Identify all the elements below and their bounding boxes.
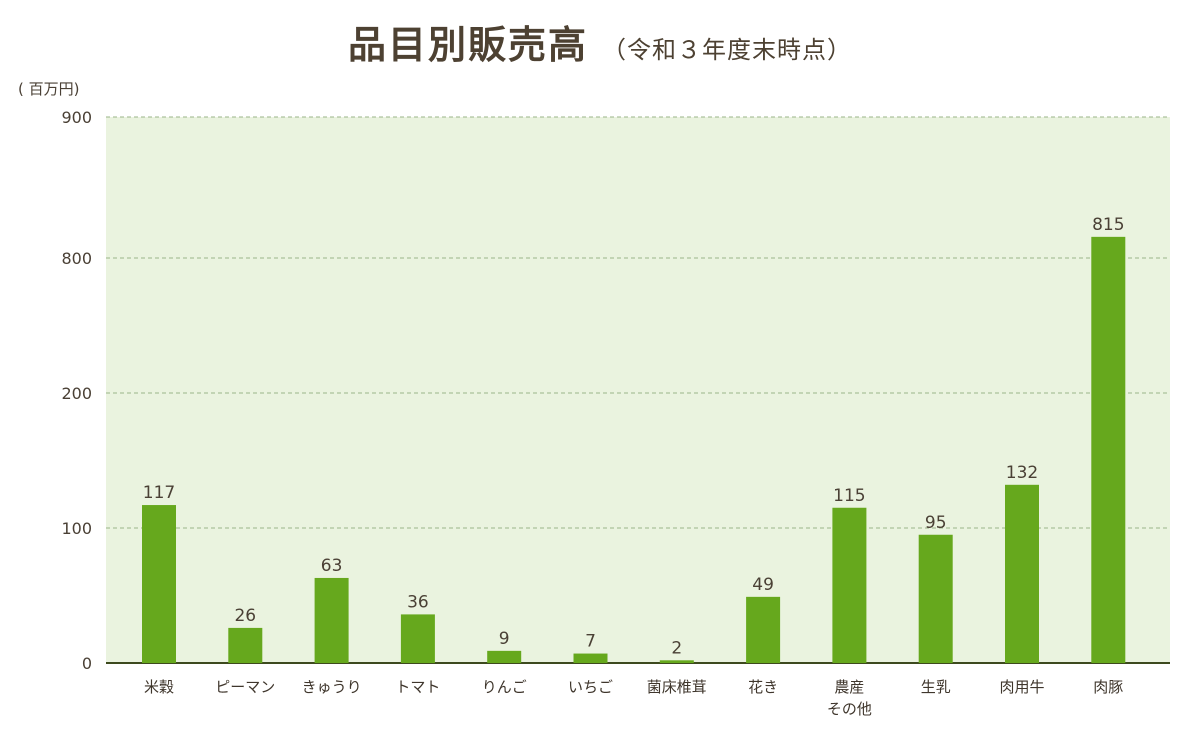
x-tick-label: 生乳 [921, 678, 951, 696]
data-label: 117 [143, 483, 175, 503]
bar [142, 505, 176, 663]
x-tick-label: 花き [748, 678, 778, 696]
bar [314, 577, 349, 663]
data-label: 7 [585, 632, 596, 652]
x-tick-label: りんご [482, 678, 527, 696]
y-tick-label: 800 [61, 249, 92, 268]
y-tick-label: 100 [61, 519, 92, 538]
chart-title-main: 品目別販売高 [347, 23, 588, 67]
bar [746, 596, 781, 663]
y-tick-label: 0 [82, 654, 92, 673]
x-tick-label: 肉豚 [1093, 678, 1123, 696]
x-tick-label: 肉用牛 [999, 678, 1044, 696]
bar [659, 660, 694, 663]
bar [228, 627, 263, 663]
data-label: 26 [234, 606, 256, 626]
data-label: 115 [833, 486, 865, 506]
y-axis-unit-label: ( 百万円) [18, 80, 80, 98]
data-label: 49 [752, 575, 774, 595]
y-tick-label: 200 [61, 384, 92, 403]
bar [400, 614, 435, 663]
x-tick-label: 菌床椎茸 [647, 678, 707, 696]
chart-subtitle: （令和３年度末時点） [602, 36, 852, 64]
data-label: 132 [1006, 463, 1038, 483]
bar [573, 653, 608, 663]
x-tick-label: 農産 [834, 678, 864, 696]
x-tick-label: きゅうり [302, 678, 362, 696]
chart-title: 品目別販売高 （令和３年度末時点） [0, 14, 1200, 69]
x-tick-label: その他 [827, 700, 872, 718]
data-label: 815 [1092, 215, 1124, 235]
x-tick-label: トマト [395, 678, 440, 696]
data-label: 36 [407, 592, 429, 612]
x-tick-label: いちご [568, 678, 613, 696]
data-label: 2 [671, 638, 682, 658]
bar [918, 534, 953, 663]
bar [832, 507, 867, 663]
data-label: 95 [925, 513, 947, 533]
data-label: 9 [499, 629, 510, 649]
data-label: 63 [321, 556, 343, 576]
y-tick-label: 900 [61, 108, 92, 127]
bar [1091, 236, 1126, 663]
x-tick-label: 米穀 [144, 678, 174, 696]
bar [1005, 484, 1039, 663]
x-tick-label: ピーマン [215, 678, 275, 696]
bar [487, 650, 522, 663]
plot-background [106, 117, 1170, 663]
